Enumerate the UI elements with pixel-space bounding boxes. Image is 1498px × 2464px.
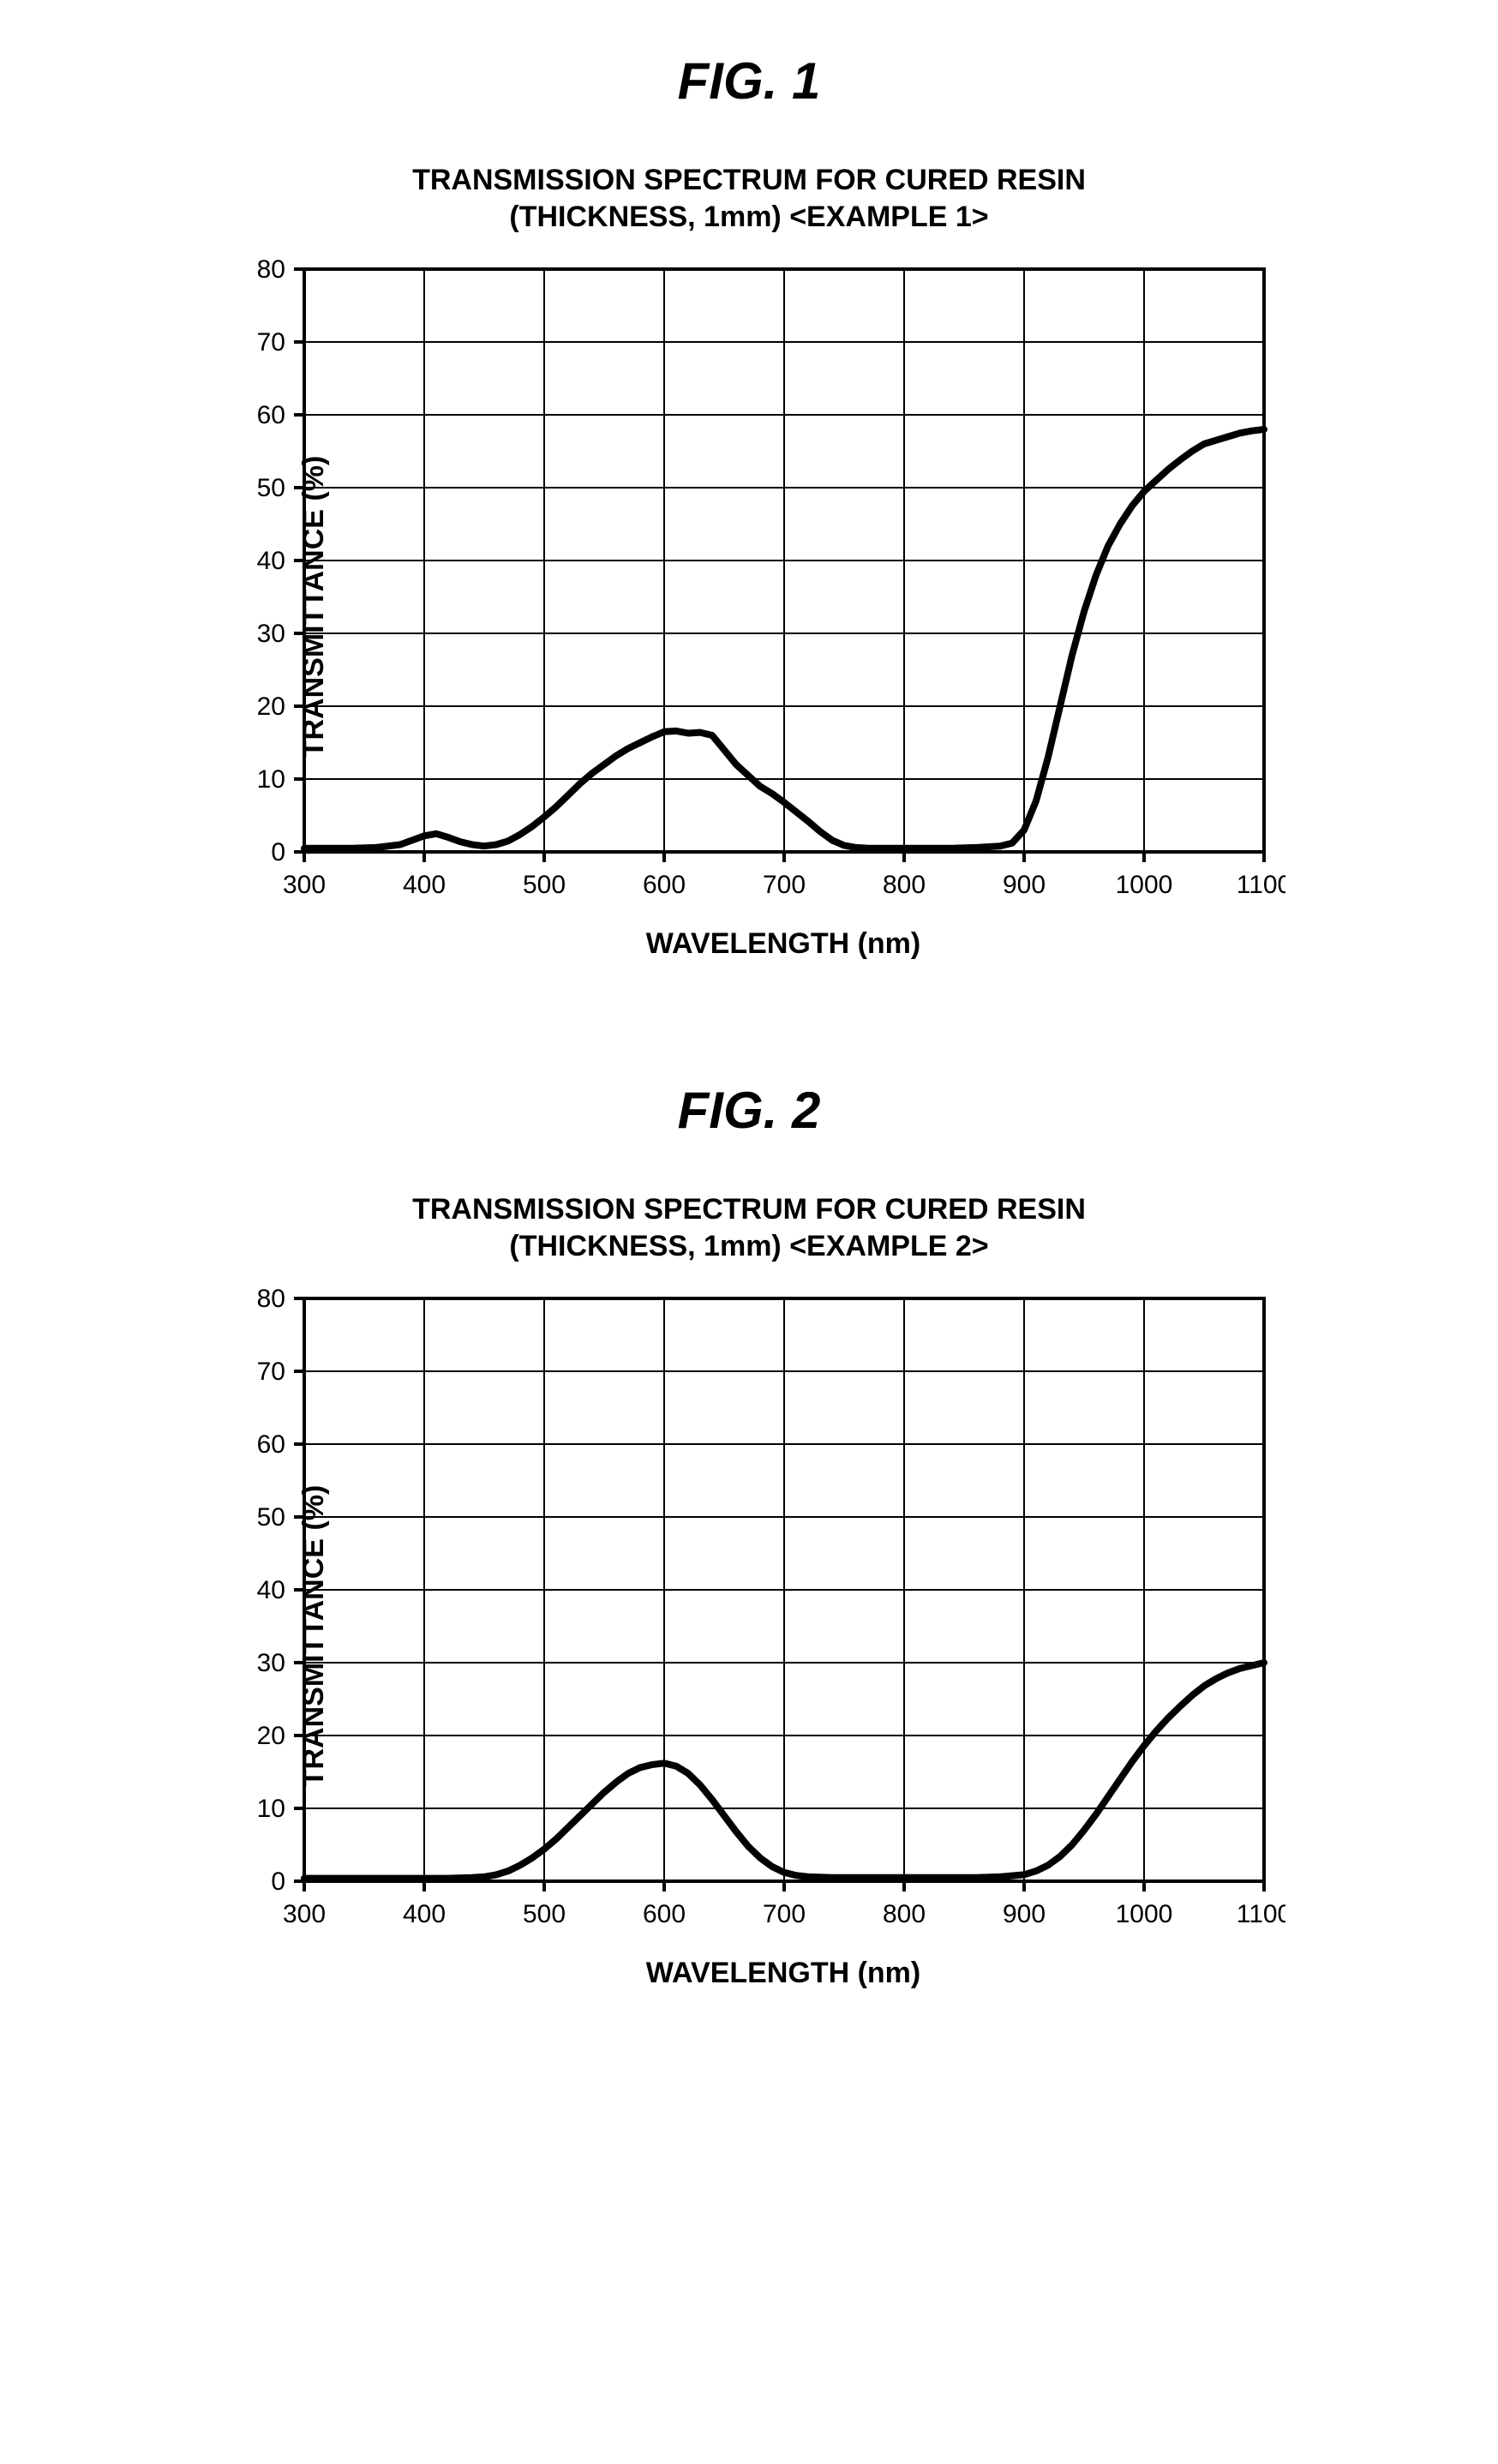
svg-text:400: 400 <box>403 1900 446 1928</box>
svg-text:0: 0 <box>271 1867 285 1896</box>
svg-text:70: 70 <box>257 1358 285 1386</box>
y-axis-label: TRANSMITTANCE (%) <box>297 1484 331 1787</box>
svg-text:10: 10 <box>257 765 285 794</box>
svg-text:600: 600 <box>643 871 686 899</box>
chart-title: TRANSMISSION SPECTRUM FOR CURED RESIN (T… <box>154 1191 1344 1264</box>
chart-area: TRANSMITTANCE (%)30040050060070080090010… <box>223 252 1344 961</box>
svg-text:1100: 1100 <box>1237 1900 1285 1928</box>
svg-text:70: 70 <box>257 328 285 357</box>
svg-text:1100: 1100 <box>1237 871 1285 899</box>
chart-svg: 300 400 500 600 700 800 900 1000 1100 0 10 20 30 40 50… <box>223 252 1344 912</box>
svg-text:40: 40 <box>257 1576 285 1604</box>
svg-text:40: 40 <box>257 547 285 575</box>
figure-block-1: FIG. 1 TRANSMISSION SPECTRUM FOR CURED RE… <box>154 51 1344 961</box>
svg-text:700: 700 <box>763 1900 806 1928</box>
chart-area: TRANSMITTANCE (%)30040050060070080090010… <box>223 1281 1344 1990</box>
svg-text:800: 800 <box>883 1900 926 1928</box>
chart-title: TRANSMISSION SPECTRUM FOR CURED RESIN (T… <box>154 162 1344 235</box>
svg-text:700: 700 <box>763 871 806 899</box>
svg-text:30: 30 <box>257 1649 285 1677</box>
svg-text:800: 800 <box>883 871 926 899</box>
svg-text:30: 30 <box>257 620 285 648</box>
x-axis-label: WAVELENGTH (nm) <box>223 927 1344 961</box>
svg-text:20: 20 <box>257 692 285 721</box>
svg-text:20: 20 <box>257 1722 285 1750</box>
svg-text:80: 80 <box>257 255 285 284</box>
svg-text:80: 80 <box>257 1285 285 1313</box>
svg-text:400: 400 <box>403 871 446 899</box>
svg-text:300: 300 <box>283 871 326 899</box>
svg-text:50: 50 <box>257 1503 285 1532</box>
svg-text:60: 60 <box>257 1430 285 1459</box>
svg-text:1000: 1000 <box>1116 871 1173 899</box>
svg-text:900: 900 <box>1003 1900 1046 1928</box>
svg-text:900: 900 <box>1003 871 1046 899</box>
svg-text:600: 600 <box>643 1900 686 1928</box>
figure-block-2: FIG. 2 TRANSMISSION SPECTRUM FOR CURED RE… <box>154 1081 1344 1990</box>
figure-label: FIG. 2 <box>154 1081 1344 1140</box>
svg-text:300: 300 <box>283 1900 326 1928</box>
x-axis-label: WAVELENGTH (nm) <box>223 1957 1344 1990</box>
figure-label: FIG. 1 <box>154 51 1344 111</box>
svg-text:60: 60 <box>257 401 285 429</box>
svg-text:50: 50 <box>257 474 285 502</box>
svg-text:500: 500 <box>523 871 566 899</box>
svg-text:500: 500 <box>523 1900 566 1928</box>
chart-svg: 300 400 500 600 700 800 900 1000 1100 0 10 20 30 40 50… <box>223 1281 1344 1941</box>
svg-text:0: 0 <box>271 838 285 866</box>
svg-text:10: 10 <box>257 1795 285 1823</box>
svg-text:1000: 1000 <box>1116 1900 1173 1928</box>
y-axis-label: TRANSMITTANCE (%) <box>297 455 331 758</box>
